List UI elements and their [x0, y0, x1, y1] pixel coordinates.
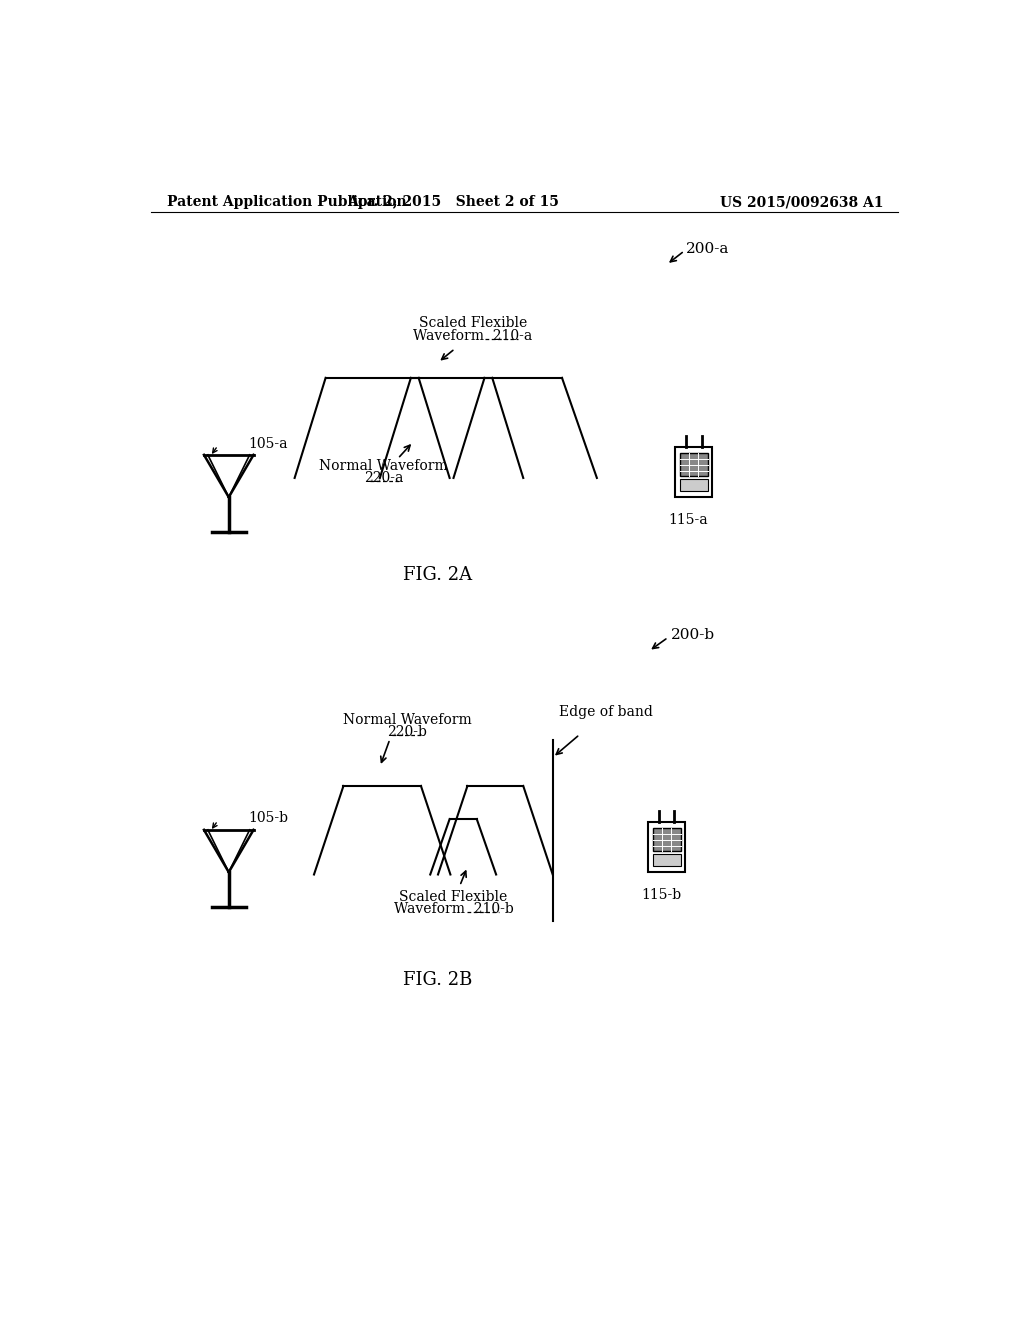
Text: 115-a: 115-a [669, 512, 709, 527]
Text: 220-b: 220-b [387, 725, 427, 739]
Bar [652, 829, 681, 851]
Bar [652, 854, 681, 866]
Text: Edge of band: Edge of band [559, 705, 652, 719]
Text: FIG. 2B: FIG. 2B [403, 970, 473, 989]
Text: Apr. 2, 2015   Sheet 2 of 15: Apr. 2, 2015 Sheet 2 of 15 [347, 195, 559, 210]
Text: Scaled Flexible: Scaled Flexible [419, 317, 527, 330]
Text: Normal Waveform: Normal Waveform [319, 459, 449, 473]
Text: Patent Application Publication: Patent Application Publication [167, 195, 407, 210]
Text: Waveform  210-a: Waveform 210-a [414, 329, 532, 343]
Text: Normal Waveform: Normal Waveform [343, 713, 471, 727]
Bar [675, 447, 713, 498]
Text: FIG. 2A: FIG. 2A [403, 566, 472, 585]
Text: 105-a: 105-a [248, 437, 288, 451]
Text: 115-b: 115-b [641, 888, 681, 903]
Text: Waveform  210-b: Waveform 210-b [393, 903, 513, 916]
Text: US 2015/0092638 A1: US 2015/0092638 A1 [720, 195, 884, 210]
Bar [680, 479, 708, 491]
Bar [680, 453, 708, 477]
Text: Scaled Flexible: Scaled Flexible [399, 890, 508, 904]
Text: 220-a: 220-a [365, 471, 403, 484]
Bar [648, 822, 685, 873]
Text: 200-a: 200-a [686, 242, 729, 256]
Text: 105-b: 105-b [248, 812, 288, 825]
Text: 200-b: 200-b [671, 628, 715, 642]
